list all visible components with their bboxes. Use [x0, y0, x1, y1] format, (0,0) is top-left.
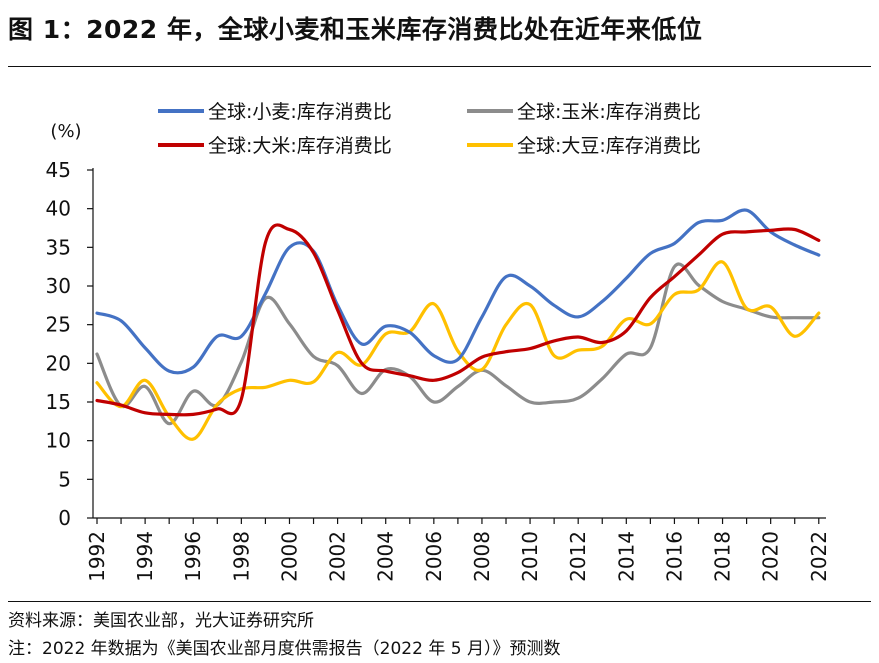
x-tick-label: 2018 [711, 531, 735, 582]
x-tick-label: 2020 [759, 531, 783, 582]
x-tick-label: 2004 [374, 531, 398, 582]
y-tick-label: 35 [46, 235, 71, 259]
y-tick-label: 5 [58, 467, 71, 491]
series-line-4 [95, 260, 821, 441]
footnote: 注：2022 年数据为《美国农业部月度供需报告（2022 年 5 月）》预测数 [8, 639, 561, 659]
y-tick-label: 40 [46, 197, 71, 221]
axes: 0 5 10 15 20 25 30 35 40 45 1992 1994 1996 1998 2000 20… [46, 158, 831, 582]
title-divider [8, 66, 871, 67]
legend-label-4: 全球:大豆:库存消费比 [517, 135, 701, 157]
x-tick-label: 2002 [326, 531, 350, 582]
x-tick-label: 1994 [133, 531, 157, 582]
y-tick-label: 30 [46, 274, 71, 298]
x-tick-label: 1996 [181, 531, 205, 582]
y-tick-label: 15 [46, 390, 71, 414]
legend-label-3: 全球:大米:库存消费比 [208, 135, 392, 157]
x-tick-label: 1992 [85, 531, 109, 582]
y-tick-label: 45 [46, 158, 71, 182]
source-note: 资料来源：美国农业部，光大证券研究所 [8, 611, 314, 631]
y-tick-label: 20 [46, 351, 71, 375]
chart-title: 图 1：2022 年，全球小麦和玉米库存消费比处在近年来低位 [8, 15, 703, 44]
x-tick-label: 2014 [614, 531, 638, 582]
x-tick-label: 2016 [662, 531, 686, 582]
x-tick-label: 2000 [278, 531, 302, 582]
series-line-1 [95, 208, 821, 375]
x-tick-label: 2008 [470, 531, 494, 582]
series-layer [95, 208, 821, 441]
footer-divider [8, 601, 871, 602]
x-tick-label: 2012 [566, 531, 590, 582]
legend-label-1: 全球:小麦:库存消费比 [208, 101, 392, 123]
y-tick-label: 10 [46, 429, 71, 453]
x-tick-label: 1998 [229, 531, 253, 582]
y-tick-label: 0 [58, 506, 71, 530]
y-unit-label: (%) [50, 121, 81, 142]
x-tick-label: 2010 [518, 531, 542, 582]
y-tick-label: 25 [46, 313, 71, 337]
legend-label-2: 全球:玉米:库存消费比 [517, 101, 701, 123]
x-tick-label: 2022 [807, 531, 831, 582]
series-line-3 [95, 223, 821, 417]
series-line-2 [95, 262, 821, 426]
x-tick-label: 2006 [422, 531, 446, 582]
